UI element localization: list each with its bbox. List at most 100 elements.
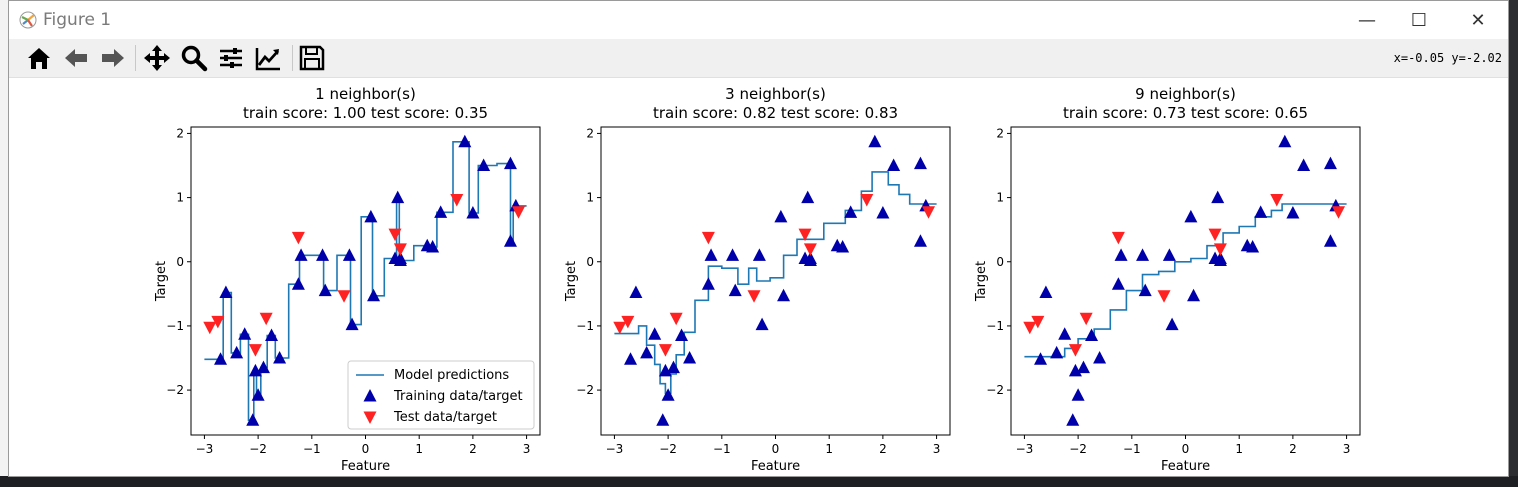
test-point [669,312,683,326]
test-point [860,194,874,207]
x-tick-label: 2 [469,442,477,456]
test-point [1270,194,1284,207]
y-axis-label: Target [154,261,169,302]
x-tick-label: −3 [606,442,624,456]
back-button[interactable] [59,42,93,74]
chart-subtitle: train score: 1.00 test score: 0.35 [243,104,488,122]
forward-icon [102,49,124,67]
model-prediction-line [1024,203,1347,358]
model-prediction-line [614,171,937,395]
training-point [1278,134,1292,148]
x-tick-label: 3 [1343,442,1351,456]
x-tick-label: 1 [415,442,423,456]
training-point [1114,248,1128,261]
training-point [666,360,680,374]
y-tick-label: 0 [176,255,184,269]
training-point [367,288,381,302]
x-tick-label: −1 [1123,442,1141,456]
training-point [876,205,890,219]
training-point [803,251,817,265]
training-point [1138,283,1152,297]
training-point [466,205,480,219]
y-tick-label: 1 [176,191,184,205]
test-point [211,315,225,329]
save-icon [299,45,325,71]
training-point [1323,234,1337,247]
y-axis-label: Target [974,261,989,302]
x-tick-label: −1 [303,442,321,456]
x-tick-label: 0 [1182,442,1190,456]
figure-canvas[interactable]: 1 neighbor(s) train score: 1.00 test scor… [9,78,1508,476]
x-tick-label: 0 [772,442,780,456]
home-icon [28,48,50,69]
maximize-button[interactable]: ☐ [1396,7,1442,33]
training-point [752,248,766,261]
x-tick-label: 3 [523,442,531,456]
training-point [1165,317,1179,331]
y-tick-label: 0 [996,255,1004,269]
test-point [248,344,262,357]
y-tick-label: −2 [576,383,594,397]
background-app-right [1508,0,1518,487]
x-tick-label: −1 [713,442,731,456]
training-point [629,285,643,299]
training-point [214,352,228,365]
training-point [1211,190,1225,204]
save-button[interactable] [295,42,329,74]
toolbar-separator [135,45,136,71]
back-icon [65,49,87,67]
training-point [391,190,405,204]
training-point [648,327,662,340]
zoom-button[interactable] [177,42,211,74]
test-point [1157,290,1171,303]
y-tick-label: 2 [176,126,184,140]
test-point [512,206,526,219]
x-axis-label: Feature [1161,459,1210,474]
training-point [1297,158,1311,171]
edit-axis-button[interactable] [251,42,285,74]
test-point [621,315,635,329]
x-axis-label: Feature [341,459,390,474]
pan-icon [144,45,170,71]
training-point [316,248,330,261]
zoom-icon [181,45,208,72]
training-point [434,205,448,218]
training-point [704,248,718,261]
test-point [1023,321,1037,335]
y-tick-label: 2 [996,126,1004,140]
training-point [640,345,654,359]
training-point [1111,277,1125,290]
y-tick-label: 0 [586,255,594,269]
cursor-coordinates: x=-0.05 y=-2.02 [1393,51,1502,65]
chart-title: 9 neighbor(s) [1135,85,1236,103]
test-point [450,194,464,207]
configure-subplots-button[interactable] [214,42,248,74]
maximize-icon: ☐ [1410,9,1428,31]
chart-subtitle: train score: 0.82 test score: 0.83 [653,104,898,122]
training-point [1093,351,1107,364]
y-tick-label: −1 [166,319,184,333]
pan-button[interactable] [140,42,174,74]
training-point [503,234,517,247]
training-point [1323,156,1337,170]
legend-entry-label: Model predictions [394,368,509,383]
subplot-1: 1 neighbor(s)train score: 1.00 test scor… [154,85,541,474]
plot-frame [1010,126,1361,436]
training-point [246,413,260,426]
training-point [1286,205,1300,219]
matplotlib-logo-icon [19,11,37,29]
training-point [318,283,332,297]
x-tick-label: 2 [1289,442,1297,456]
x-tick-label: 2 [879,442,887,456]
training-point [656,413,670,426]
forward-button[interactable] [96,42,130,74]
toolbar-separator [292,45,293,71]
home-button[interactable] [22,42,56,74]
minimize-button[interactable]: — [1344,7,1390,33]
test-point [203,321,217,335]
x-tick-label: 3 [933,442,941,456]
training-point [426,239,440,253]
test-point [1031,315,1045,329]
figure-window: Figure 1 — ☐ ✕ [8,0,1509,477]
close-button[interactable]: ✕ [1455,7,1501,33]
